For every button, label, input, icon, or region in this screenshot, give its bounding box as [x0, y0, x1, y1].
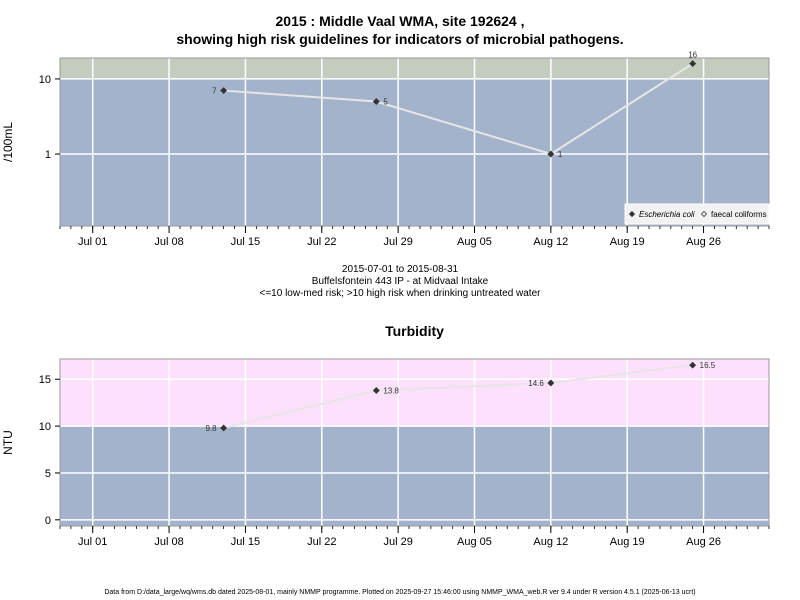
y-tick-label: 10: [39, 421, 51, 433]
data-label: 1: [558, 150, 563, 159]
site-name-text: Buffelsfontein 443 IP - at Midvaal Intak…: [311, 276, 489, 287]
x-tick-label: Aug 19: [610, 236, 645, 248]
data-label: 14.6: [528, 379, 544, 388]
y-axis-label: /100mL: [1, 122, 15, 162]
series-line: [223, 62, 694, 156]
x-tick-label: Jul 01: [78, 236, 107, 248]
x-tick-label: Aug 26: [686, 236, 721, 248]
x-tick-label: Aug 12: [533, 236, 568, 248]
data-point: [689, 60, 697, 68]
data-point: [689, 361, 697, 369]
data-point: [372, 386, 380, 395]
data-point: [220, 424, 228, 432]
x-tick-label: Jul 22: [307, 536, 336, 548]
legend-box: [624, 203, 770, 225]
x-tick-label: Jul 15: [231, 236, 260, 248]
legend-marker: [628, 210, 636, 218]
data-label: 7: [212, 87, 217, 96]
x-tick-label: Jul 01: [78, 536, 107, 548]
x-tick-label: Aug 05: [457, 536, 492, 548]
legend-marker: [700, 210, 708, 218]
y-tick-label: 5: [45, 468, 51, 480]
data-point: [220, 87, 228, 95]
legend-label: faecal coliforms: [711, 210, 767, 219]
high-risk-band: [60, 58, 769, 79]
x-tick-label: Jul 15: [231, 536, 260, 548]
x-tick-label: Aug 19: [610, 536, 645, 548]
y-tick-label: 0: [45, 515, 51, 527]
turbidity-chart: Turbidity 0 5 10 15 NTU Jul 01 Jul 08 Jul 15 Jul …: [1, 323, 770, 548]
low-risk-band: [60, 78, 769, 226]
y-tick-label: 10: [39, 74, 51, 86]
y-tick-label: 15: [39, 374, 51, 386]
chart-title-line-1: 2015 : Middle Vaal WMA, site 192624 ,: [275, 13, 525, 29]
chart-title-line-2: showing high risk guidelines for indicat…: [176, 31, 624, 47]
footer-note: Data from D:/data_large/wq/wms.db dated …: [104, 589, 696, 596]
data-label: 16: [688, 51, 697, 60]
legend-label: Escherichia coli: [639, 210, 695, 219]
data-label: 16.5: [700, 361, 716, 370]
x-tick-label: Aug 26: [686, 536, 721, 548]
risk-guideline-text: <=10 low-med risk; >10 high risk when dr…: [259, 288, 541, 299]
microbial-chart: 1 10/100mL Jul 01 Jul 08 Jul 15 Jul 22 Jul 29 A…: [1, 51, 770, 248]
x-tick-label: Jul 08: [154, 236, 183, 248]
low-risk-band: [60, 426, 769, 526]
x-tick-label: Aug 12: [533, 536, 568, 548]
x-tick-label: Aug 05: [457, 236, 492, 248]
data-label: 13.8: [383, 386, 399, 395]
x-tick-label: Jul 08: [154, 536, 183, 548]
x-tick-label: Jul 22: [307, 236, 336, 248]
date-range-text: 2015-07-01 to 2015-08-31: [341, 264, 459, 275]
data-point: [547, 379, 555, 387]
panel-title: Turbidity: [385, 323, 444, 339]
data-label: 5: [383, 98, 388, 107]
data-point: [372, 97, 380, 106]
y-tick-label: 1: [45, 149, 51, 161]
series-line: [223, 364, 693, 429]
data-label: 9.8: [205, 424, 217, 433]
x-tick-label: Jul 29: [383, 536, 412, 548]
data-point: [547, 150, 555, 158]
y-axis-label: NTU: [1, 430, 15, 455]
x-tick-label: Jul 29: [383, 236, 412, 248]
plot-frame: [59, 57, 770, 227]
plot-frame: [59, 358, 770, 527]
